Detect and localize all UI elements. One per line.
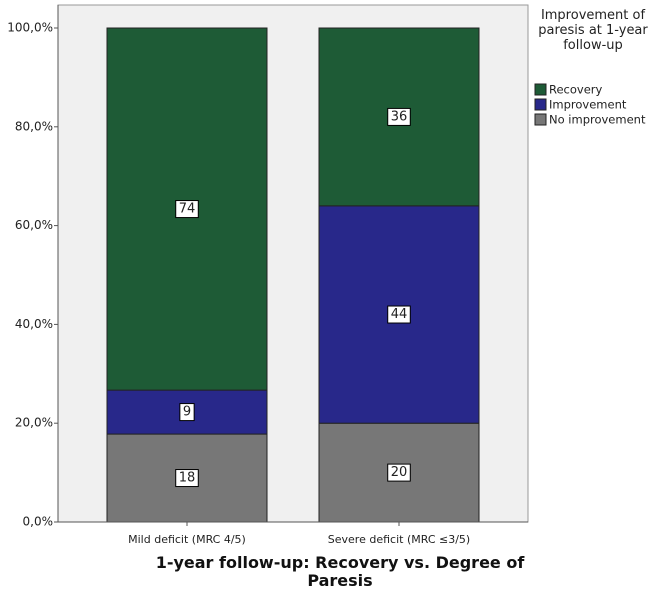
legend-label: No improvement bbox=[549, 113, 646, 127]
x-tick-label: Severe deficit (MRC ≤3/5) bbox=[328, 533, 470, 546]
value-label-box bbox=[179, 403, 195, 422]
value-label: 44 bbox=[391, 307, 408, 322]
value-label-box bbox=[175, 469, 199, 488]
value-label: 74 bbox=[179, 202, 196, 217]
value-label-box bbox=[387, 463, 411, 482]
legend-swatch bbox=[534, 98, 547, 111]
y-tick-label: 40,0% bbox=[15, 317, 53, 331]
y-tick-label: 20,0% bbox=[15, 416, 53, 430]
y-tick-label: 0,0% bbox=[23, 515, 54, 529]
value-label-box bbox=[387, 305, 411, 324]
value-label-box bbox=[175, 200, 199, 219]
x-axis-title: 1-year follow-up: Recovery vs. Degree of… bbox=[155, 553, 525, 590]
value-label-box bbox=[387, 107, 411, 126]
x-tick-label: Mild deficit (MRC 4/5) bbox=[128, 533, 246, 546]
legend-label: Improvement bbox=[549, 98, 627, 112]
y-tick-label: 80,0% bbox=[15, 119, 53, 133]
legend-label: Recovery bbox=[549, 83, 603, 97]
y-tick-label: 60,0% bbox=[15, 218, 53, 232]
legend-swatch bbox=[534, 83, 547, 96]
value-label: 20 bbox=[391, 465, 408, 480]
legend-title: Improvement of paresis at 1-year follow-… bbox=[538, 8, 648, 53]
value-label: 9 bbox=[183, 405, 191, 420]
legend-swatch bbox=[534, 113, 547, 126]
value-label: 18 bbox=[179, 471, 196, 486]
y-tick-label: 100,0% bbox=[7, 21, 53, 35]
value-label: 36 bbox=[391, 109, 408, 124]
